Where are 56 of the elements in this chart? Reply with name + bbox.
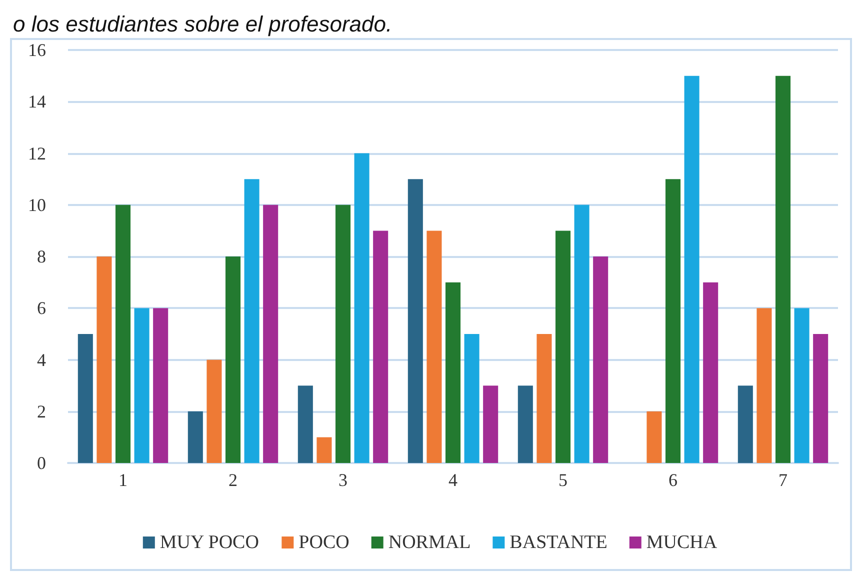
bar (426, 230, 442, 463)
bar (756, 308, 772, 463)
bar (188, 411, 203, 463)
y-tick-label: 2 (37, 401, 46, 422)
bar (335, 204, 351, 463)
y-tick-label: 14 (28, 92, 46, 112)
bar (574, 204, 590, 463)
bar (555, 230, 571, 463)
y-tick-label: 10 (28, 194, 46, 215)
y-tick-label: 6 (37, 298, 46, 318)
bar (298, 386, 313, 463)
bar (518, 386, 533, 463)
y-tick-label: 16 (28, 40, 46, 60)
bar (593, 256, 608, 463)
chart-title: o los estudiantes sobre el profesorado. (13, 12, 392, 36)
bar (684, 76, 700, 463)
bar (646, 411, 662, 463)
bar (536, 334, 552, 463)
x-tick-label: 6 (668, 470, 678, 490)
x-tick-label: 3 (338, 470, 348, 490)
bar (316, 437, 332, 463)
bar (153, 308, 168, 463)
bar (373, 230, 388, 463)
legend-label: BASTANTE (510, 532, 608, 553)
bar (206, 360, 222, 463)
y-tick-label: 4 (37, 350, 46, 370)
bar (354, 153, 370, 463)
bar (665, 179, 681, 463)
legend-label: MUY POCO (160, 532, 259, 553)
bar (263, 204, 278, 463)
bar (794, 308, 810, 463)
bar (464, 334, 480, 463)
legend-label: POCO (298, 532, 350, 553)
bar (96, 256, 112, 463)
bar (408, 179, 423, 463)
legend-label: NORMAL (388, 532, 471, 553)
y-tick-label: 12 (28, 143, 46, 164)
y-tick-label: 8 (37, 246, 46, 266)
x-tick-label: 2 (228, 470, 238, 490)
y-tick-label: 0 (37, 453, 46, 473)
bar (703, 282, 718, 463)
bar (244, 179, 260, 463)
bar (134, 308, 150, 463)
bar (738, 386, 753, 463)
bar (78, 334, 93, 463)
bar (115, 204, 131, 463)
bar (483, 386, 498, 463)
x-tick-label: 1 (118, 470, 128, 490)
legend-label: MUCHA (646, 532, 718, 553)
bar (775, 76, 791, 463)
bar (445, 282, 461, 463)
x-tick-label: 5 (558, 470, 568, 490)
x-tick-label: 4 (448, 470, 458, 490)
bar (813, 334, 828, 463)
bar (225, 256, 241, 463)
x-tick-label: 7 (778, 470, 788, 490)
